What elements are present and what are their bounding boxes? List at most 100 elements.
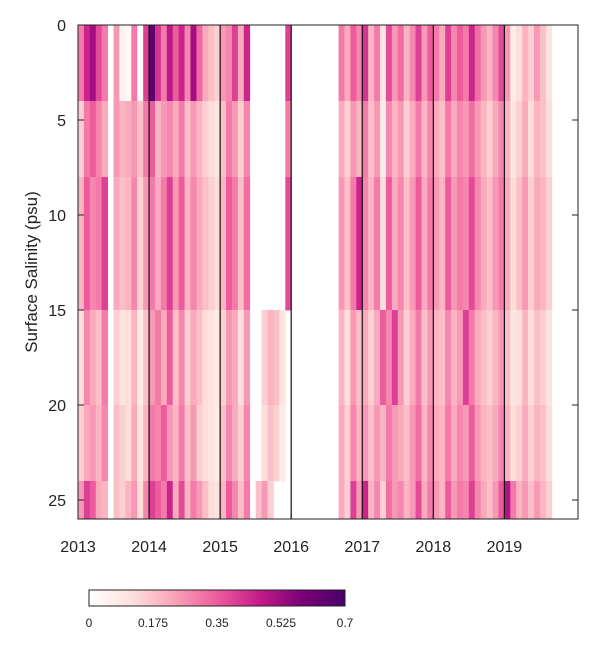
heatmap-cell [456, 101, 464, 178]
heatmap-cell [143, 177, 150, 311]
heatmap-cell [474, 177, 482, 311]
heatmap-cell [119, 101, 126, 178]
heatmap-cell [545, 310, 553, 406]
heatmap-cell [220, 101, 227, 178]
heatmap-cell [356, 481, 363, 520]
heatmap-cell [439, 481, 446, 520]
heatmap-cell [439, 310, 446, 406]
heatmap-cell [208, 177, 215, 311]
heatmap-cell [368, 481, 375, 520]
heatmap-cell [95, 177, 103, 311]
heatmap-cell [468, 405, 476, 482]
heatmap-cell [498, 481, 505, 520]
heatmap-cell [237, 481, 245, 520]
heatmap-cell [237, 177, 245, 311]
heatmap-cell [243, 177, 251, 311]
heatmap-cell [166, 481, 174, 520]
heatmap-cell [279, 310, 286, 406]
heatmap-cell [344, 405, 351, 482]
heatmap-cell [137, 481, 144, 520]
heatmap-cell [285, 177, 292, 311]
heatmap-cell [445, 405, 452, 482]
heatmap-cell [208, 25, 215, 102]
heatmap-cell [456, 405, 464, 482]
heatmap-cell [166, 101, 174, 178]
heatmap-cell [196, 481, 203, 520]
heatmap-cell [190, 310, 197, 406]
heatmap-cell [131, 101, 138, 178]
heatmap-cell [522, 177, 529, 311]
heatmap-cell [137, 177, 144, 311]
heatmap-cell [397, 405, 405, 482]
heatmap-cell [391, 405, 399, 482]
heatmap-cell [154, 310, 162, 406]
heatmap-cell [338, 481, 345, 520]
heatmap-cell [101, 405, 108, 482]
heatmap-cell [220, 310, 227, 406]
heatmap-cell [409, 481, 416, 520]
heatmap-cell [101, 25, 108, 102]
x-tick-label: 2016 [273, 539, 309, 556]
heatmap-cell [462, 101, 470, 178]
heatmap-cell [439, 25, 446, 102]
heatmap-cell [385, 405, 393, 482]
heatmap-cell [101, 177, 108, 311]
heatmap-cell [356, 25, 363, 102]
y-tick-label: 0 [57, 18, 66, 35]
heatmap-cell [498, 101, 505, 178]
heatmap-cell [184, 405, 191, 482]
heatmap-cell [267, 481, 274, 520]
heatmap-cell [534, 177, 541, 311]
heatmap-cell [374, 101, 381, 178]
heatmap-cell [95, 310, 103, 406]
heatmap-cell [166, 25, 174, 102]
heatmap-cell [125, 481, 132, 520]
heatmap-cell [237, 310, 245, 406]
heatmap-cell [137, 405, 144, 482]
heatmap-cell [350, 310, 357, 406]
heatmap-cell [231, 25, 239, 102]
heatmap-cell [338, 25, 345, 102]
heatmap-cell [190, 405, 197, 482]
heatmap-cell [154, 405, 162, 482]
heatmap-cell [427, 481, 434, 520]
heatmap-cell [89, 310, 97, 406]
heatmap-cell [516, 101, 523, 178]
heatmap-cell [534, 101, 541, 178]
heatmap-cell [468, 177, 476, 311]
heatmap-cell [83, 101, 91, 178]
heatmap-cell [516, 25, 523, 102]
heatmap-cell [380, 310, 387, 406]
heatmap-cell [486, 481, 493, 520]
heatmap-cell [421, 101, 428, 178]
heatmap-cell [362, 310, 369, 406]
heatmap-cell [474, 405, 482, 482]
heatmap-cell [119, 481, 126, 520]
heatmap-cell [403, 177, 410, 311]
heatmap-cell [149, 310, 156, 406]
heatmap-cell [380, 177, 387, 311]
heatmap-cell [344, 310, 351, 406]
heatmap-cell [468, 481, 476, 520]
heatmap-cell [492, 481, 499, 520]
heatmap-cell [468, 25, 476, 102]
heatmap-cell [486, 177, 493, 311]
heatmap-cell [391, 310, 399, 406]
heatmap-cell [462, 310, 470, 406]
heatmap-cell [154, 177, 162, 311]
heatmap-cell [362, 481, 369, 520]
heatmap-cell [474, 481, 482, 520]
heatmap-cell [214, 481, 221, 520]
heatmap-cell [214, 101, 221, 178]
heatmap-cell [362, 405, 369, 482]
heatmap-cell [160, 101, 168, 178]
heatmap-cell [356, 405, 363, 482]
heatmap-cell [202, 481, 209, 520]
heatmap-cell [125, 177, 132, 311]
heatmap-cell [214, 177, 221, 311]
heatmap-cell [492, 310, 499, 406]
colorbar-tick-label: 0.7 [337, 616, 354, 630]
heatmap-cell [172, 481, 180, 520]
colorbar-tick-label: 0.525 [266, 616, 296, 630]
